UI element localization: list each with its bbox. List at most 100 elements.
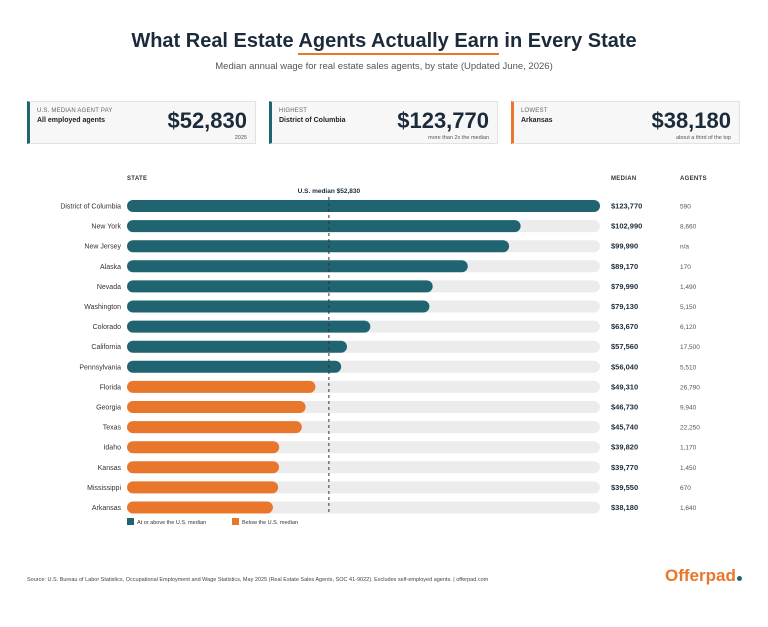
bar-chart: U.S. median $52,830 District of Columbia… bbox=[60, 188, 700, 526]
median-value-label: $39,550 bbox=[611, 483, 638, 492]
median-value-label: $63,670 bbox=[611, 322, 638, 331]
median-value-label: $49,310 bbox=[611, 382, 638, 391]
state-label: New York bbox=[91, 224, 121, 231]
bar bbox=[127, 320, 371, 333]
agents-count-label: 1,640 bbox=[680, 505, 697, 512]
card-label: U.S. MEDIAN AGENT PAY bbox=[37, 108, 113, 114]
title-highlight: Agents Actually Earn bbox=[298, 30, 499, 55]
state-label: Mississippi bbox=[87, 485, 121, 492]
state-label: Colorado bbox=[93, 324, 122, 331]
card-value: $52,830 bbox=[167, 108, 247, 133]
bar bbox=[127, 300, 430, 313]
median-value-label: $79,990 bbox=[611, 282, 638, 291]
card-note: more than 2x the median bbox=[428, 135, 489, 141]
agents-count-label: 670 bbox=[680, 485, 691, 492]
card-note: 2025 bbox=[234, 135, 247, 141]
median-value-label: $39,770 bbox=[611, 463, 638, 472]
state-label: Kansas bbox=[98, 465, 122, 472]
summary-cards: U.S. MEDIAN AGENT PAY All employed agent… bbox=[27, 101, 740, 144]
median-value-label: $99,990 bbox=[611, 242, 638, 251]
header-state: STATE bbox=[127, 176, 148, 182]
median-value-label: $38,180 bbox=[611, 503, 638, 512]
median-value-label: $46,730 bbox=[611, 403, 638, 412]
median-value-label: $123,770 bbox=[611, 202, 642, 211]
legend-swatch-above bbox=[127, 518, 134, 525]
state-label: Alaska bbox=[100, 264, 121, 271]
state-label: New Jersey bbox=[84, 244, 121, 251]
state-label: Florida bbox=[100, 384, 122, 391]
card-sub: All employed agents bbox=[37, 117, 106, 124]
bar bbox=[127, 380, 316, 393]
bar bbox=[127, 441, 280, 454]
agents-count-label: 8,660 bbox=[680, 224, 697, 231]
bar bbox=[127, 360, 342, 373]
card-sub: District of Columbia bbox=[279, 117, 346, 124]
legend: At or above the U.S. median Below the U.… bbox=[127, 518, 298, 526]
agents-count-label: 5,150 bbox=[680, 304, 697, 311]
offerpad-logo: Offerpad bbox=[665, 566, 742, 586]
median-value-label: $56,040 bbox=[611, 362, 638, 371]
title-post: in Every State bbox=[498, 30, 637, 52]
agents-count-label: 5,510 bbox=[680, 364, 697, 371]
agents-count-label: 1,170 bbox=[680, 445, 697, 452]
agents-count-label: 9,940 bbox=[680, 405, 697, 412]
median-value-label: $79,130 bbox=[611, 302, 638, 311]
card-sub: Arkansas bbox=[521, 117, 553, 124]
bar bbox=[127, 340, 347, 353]
state-label: Nevada bbox=[97, 284, 121, 291]
header-median: MEDIAN bbox=[611, 176, 637, 182]
state-label: Washington bbox=[84, 304, 121, 311]
state-label: Texas bbox=[103, 425, 122, 432]
median-label: U.S. median $52,830 bbox=[298, 188, 361, 195]
logo-text: Offerpad bbox=[665, 566, 736, 585]
card-label: LOWEST bbox=[521, 108, 548, 114]
state-label: Idaho bbox=[103, 445, 121, 452]
card-lowest: LOWEST Arkansas $38,180 about a third of… bbox=[511, 101, 740, 144]
agents-count-label: 22,250 bbox=[680, 425, 700, 432]
legend-label-above: At or above the U.S. median bbox=[137, 520, 206, 526]
median-value-label: $102,990 bbox=[611, 222, 642, 231]
card-label: HIGHEST bbox=[279, 108, 308, 114]
card-us-median: U.S. MEDIAN AGENT PAY All employed agent… bbox=[27, 101, 256, 144]
state-label: Georgia bbox=[96, 405, 121, 412]
bar bbox=[127, 401, 306, 413]
card-value: $123,770 bbox=[397, 108, 489, 133]
agents-count-label: 6,120 bbox=[680, 324, 697, 331]
bar bbox=[127, 260, 468, 273]
title-pre: What Real Estate bbox=[131, 30, 299, 52]
bar bbox=[127, 481, 279, 494]
card-note: about a third of the top bbox=[675, 135, 731, 141]
median-value-label: $89,170 bbox=[611, 262, 638, 271]
state-label: Pennsylvania bbox=[79, 364, 121, 371]
agents-count-label: 590 bbox=[680, 204, 691, 211]
median-value-label: $45,740 bbox=[611, 423, 638, 432]
card-highest: HIGHEST District of Columbia $123,770 mo… bbox=[269, 101, 498, 144]
card-value: $38,180 bbox=[651, 108, 731, 133]
header-agents: AGENTS bbox=[680, 176, 707, 182]
median-value-label: $39,820 bbox=[611, 443, 638, 452]
legend-label-below: Below the U.S. median bbox=[242, 520, 298, 526]
state-label: California bbox=[91, 344, 121, 351]
agents-count-label: 1,450 bbox=[680, 465, 697, 472]
bar bbox=[127, 421, 302, 434]
bar bbox=[127, 200, 600, 212]
page-title: What Real Estate Agents Actually Earn in… bbox=[0, 30, 768, 55]
bar-rows: District of Columbia $123,770 590 New York $… bbox=[60, 200, 700, 514]
page-subtitle: Median annual wage for real estate sales… bbox=[215, 61, 553, 72]
bar bbox=[127, 240, 510, 253]
agents-count-label: 26,790 bbox=[680, 384, 700, 391]
bar bbox=[127, 501, 273, 514]
source-note: Source: U.S. Bureau of Labor Statistics,… bbox=[27, 577, 489, 583]
agents-count-label: n/a bbox=[680, 244, 689, 251]
bar bbox=[127, 280, 433, 293]
logo-dot bbox=[736, 576, 742, 581]
state-label: District of Columbia bbox=[60, 204, 121, 211]
median-value-label: $57,560 bbox=[611, 342, 638, 351]
bar bbox=[127, 220, 521, 233]
legend-swatch-below bbox=[232, 518, 239, 525]
bar bbox=[127, 461, 279, 474]
agents-count-label: 17,500 bbox=[680, 344, 700, 351]
agents-count-label: 170 bbox=[680, 264, 691, 271]
state-label: Arkansas bbox=[92, 505, 122, 512]
agents-count-label: 1,490 bbox=[680, 284, 697, 291]
